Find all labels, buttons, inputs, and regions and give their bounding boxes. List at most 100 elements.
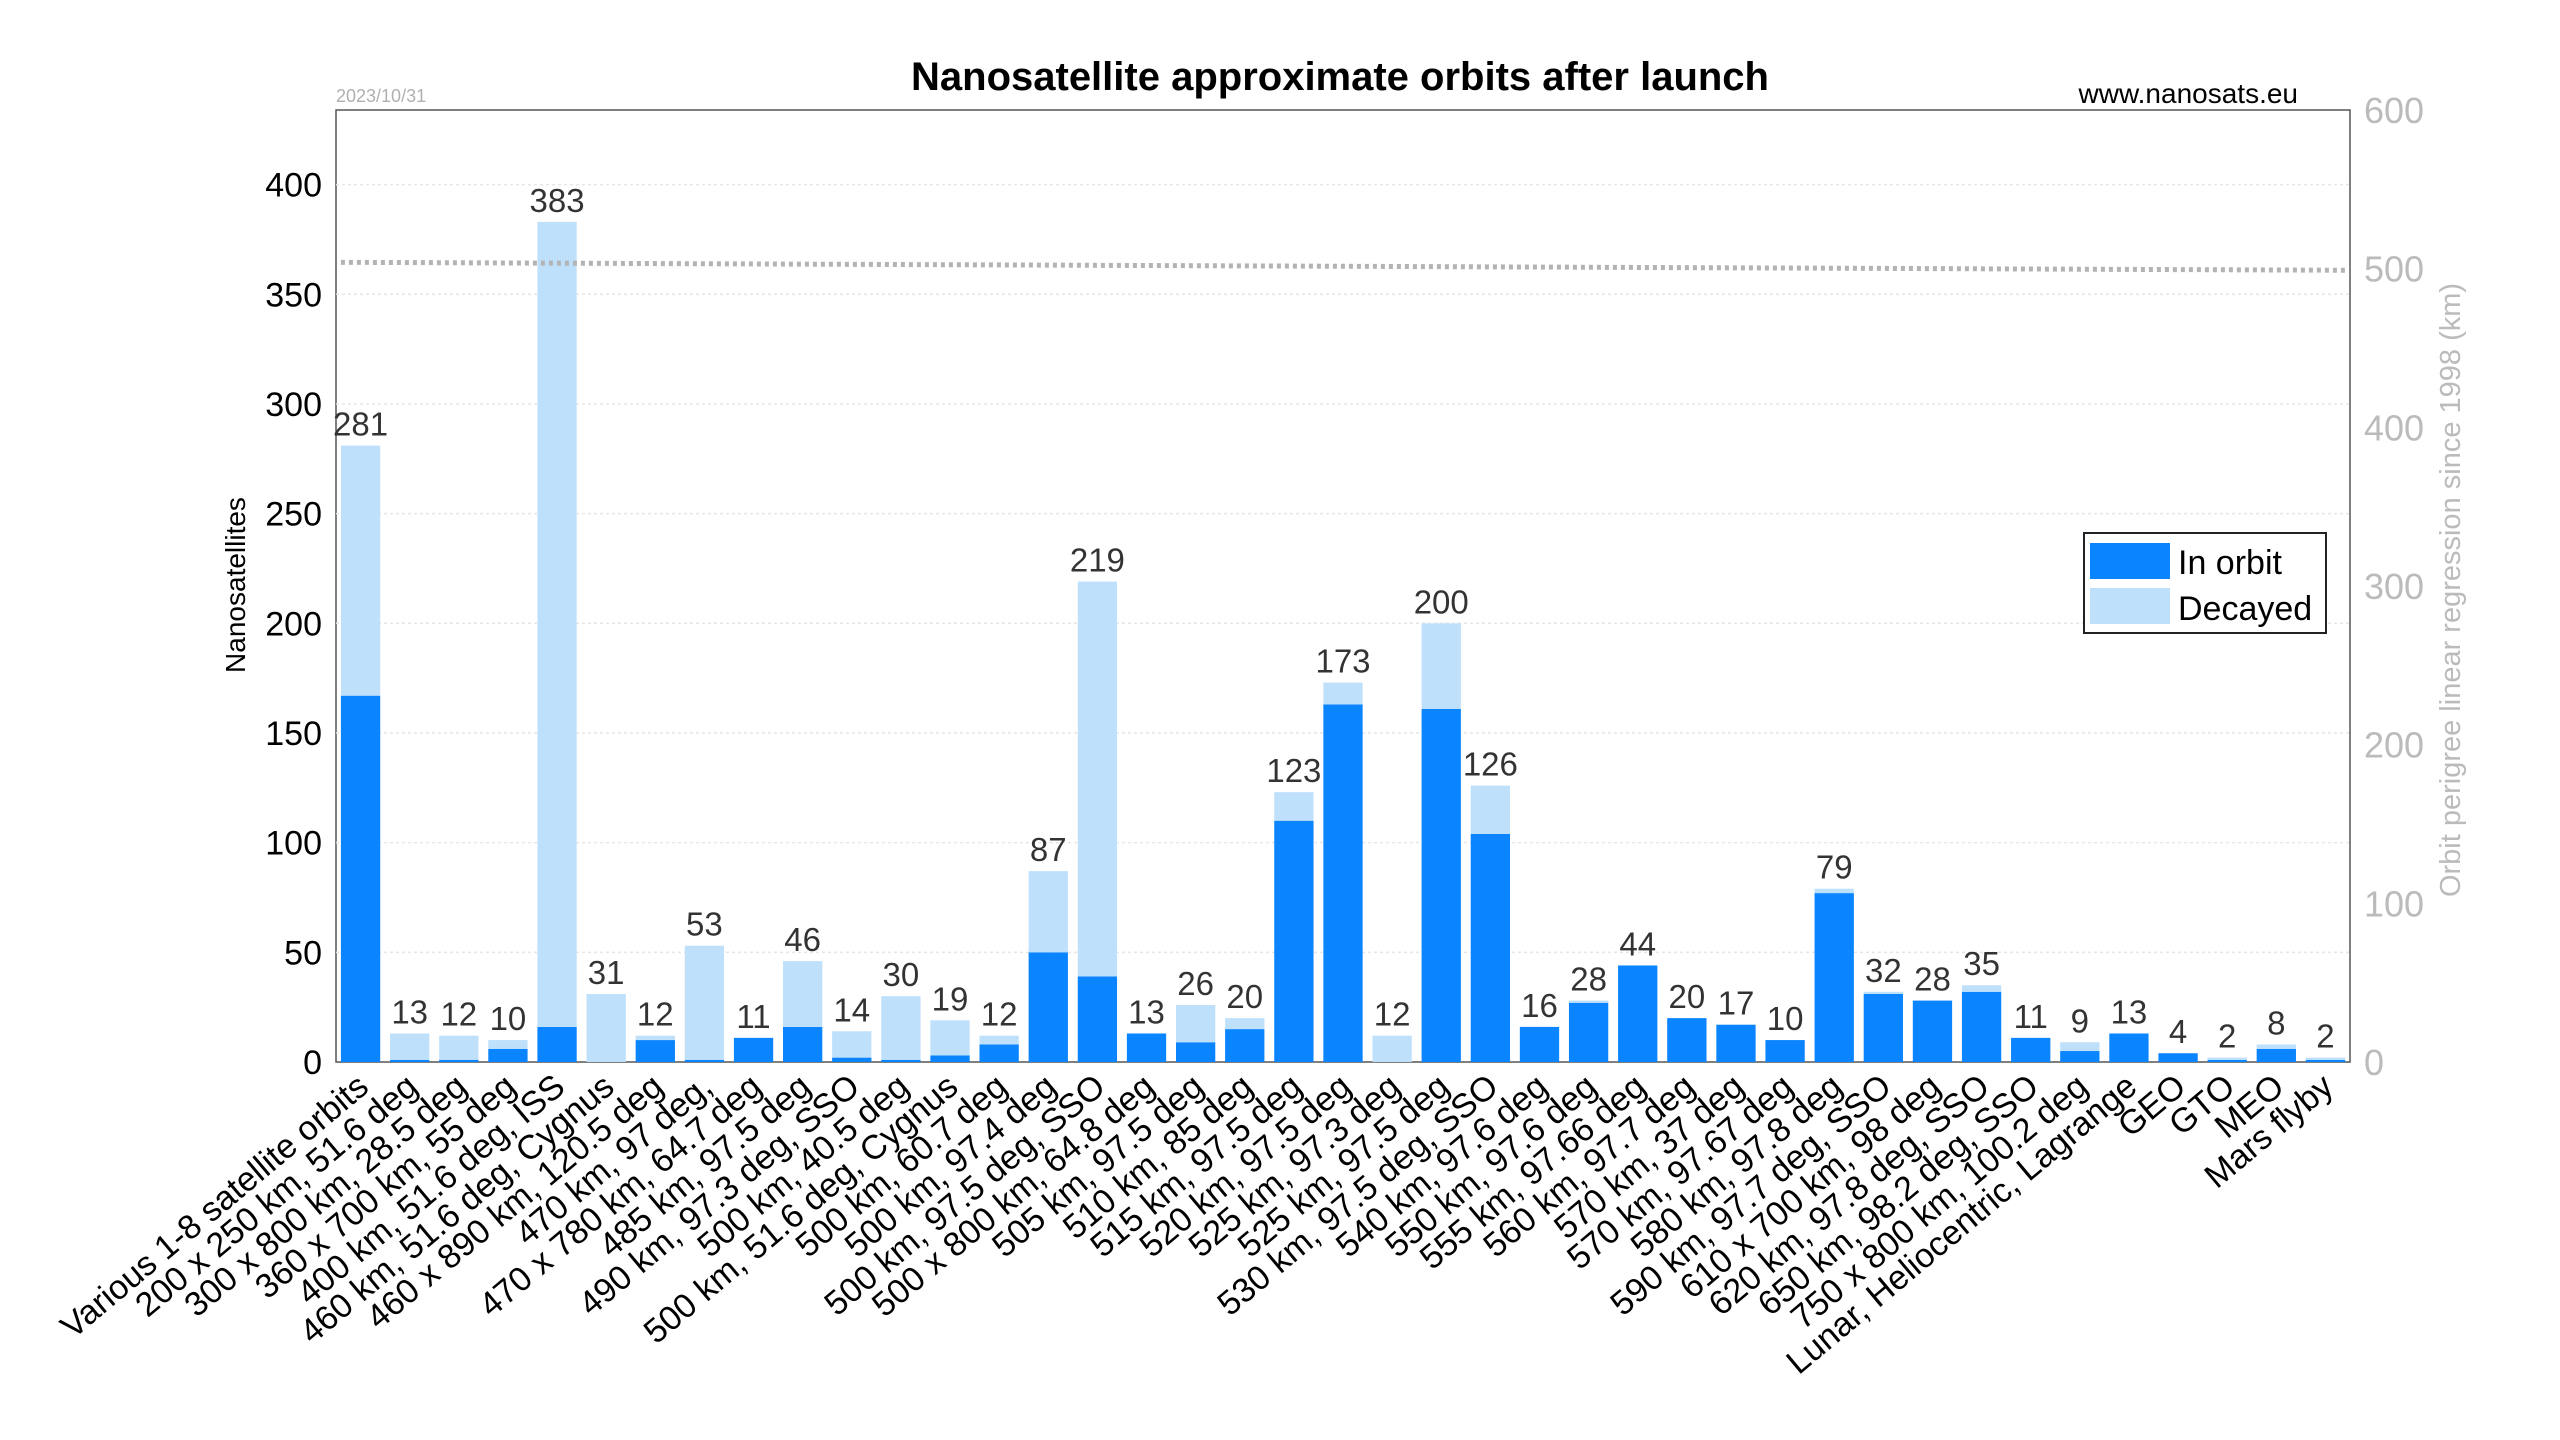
bar-decayed: [439, 1035, 479, 1060]
bar-in-orbit: [1667, 1018, 1707, 1062]
bar-total-label: 53: [686, 906, 723, 943]
y-axis-label: Nanosatellites: [220, 497, 251, 673]
bar-total-label: 14: [833, 991, 870, 1028]
bar-in-orbit: [1912, 1000, 1953, 1062]
bar-total-label: 17: [1718, 985, 1755, 1022]
bar-total-label: 13: [1128, 993, 1165, 1030]
bar-in-orbit: [979, 1044, 1019, 1062]
bar-total-label: 28: [1914, 961, 1951, 998]
y2-tick-label: 400: [2364, 407, 2424, 448]
bar-decayed: [1568, 1000, 1609, 1003]
bar-decayed: [1961, 985, 2002, 992]
bar-decayed: [1372, 1035, 1412, 1062]
bar-in-orbit: [340, 695, 381, 1062]
bar-in-orbit: [390, 1059, 430, 1062]
bar-in-orbit: [2256, 1048, 2296, 1062]
bar-decayed: [2305, 1057, 2346, 1060]
bar-in-orbit: [1323, 704, 1363, 1062]
bar-in-orbit: [1519, 1026, 1560, 1062]
bar-in-orbit: [1863, 994, 1903, 1062]
bar-total-label: 87: [1030, 831, 1067, 868]
bar-total-label: 13: [391, 993, 428, 1030]
y2-tick-label: 0: [2364, 1042, 2384, 1083]
bar-decayed: [1814, 888, 1854, 894]
bar-total-label: 13: [2111, 993, 2148, 1030]
legend-swatch-decayed: [2090, 588, 2170, 624]
bar-decayed: [488, 1040, 528, 1049]
bar-in-orbit: [1421, 708, 1461, 1062]
y-tick-label: 200: [265, 605, 322, 643]
bar-total-label: 4: [2169, 1013, 2187, 1050]
bar-in-orbit: [733, 1037, 774, 1062]
chart-date: 2023/10/31: [336, 86, 426, 106]
bar-total-label: 30: [883, 956, 920, 993]
y-tick-label: 400: [265, 167, 322, 205]
bar-total-label: 12: [637, 996, 674, 1033]
bar-in-orbit: [2011, 1037, 2051, 1062]
bar-decayed: [635, 1035, 675, 1041]
bar-total-label: 35: [1963, 945, 2000, 982]
y2-tick-label: 100: [2364, 883, 2424, 924]
y-tick-label: 300: [265, 386, 322, 424]
bar-total-label: 12: [981, 996, 1018, 1033]
bar-total-label: 8: [2267, 1004, 2285, 1041]
chart-title: Nanosatellite approximate orbits after l…: [911, 55, 1769, 99]
bar-decayed: [783, 961, 823, 1027]
y-tick-label: 50: [284, 934, 322, 972]
bar-decayed: [1175, 1004, 1216, 1043]
bar-in-orbit: [1765, 1040, 1805, 1062]
bar-in-orbit: [1028, 952, 1068, 1062]
bar-in-orbit: [1225, 1029, 1265, 1062]
bar-decayed: [1421, 623, 1461, 709]
bar-total-label: 44: [1619, 925, 1656, 962]
bar-in-orbit: [439, 1059, 479, 1062]
bar-in-orbit: [684, 1059, 725, 1062]
bar-decayed: [684, 945, 725, 1060]
bar-decayed: [537, 221, 577, 1027]
bar-decayed: [1274, 792, 1314, 821]
bar-in-orbit: [1814, 893, 1854, 1062]
bar-total-label: 28: [1570, 961, 1607, 998]
bar-in-orbit: [1716, 1024, 1756, 1062]
bar-total-label: 383: [530, 182, 585, 219]
bar-total-label: 11: [736, 998, 770, 1035]
bar-in-orbit: [488, 1048, 528, 1062]
legend-label-decayed: Decayed: [2178, 590, 2312, 628]
bar-total-label: 46: [784, 921, 821, 958]
bar-total-label: 20: [1226, 978, 1263, 1015]
bar-total-label: 32: [1865, 952, 1902, 989]
y2-tick-label: 600: [2364, 90, 2424, 131]
bar-total-label: 10: [1767, 1000, 1804, 1037]
bar-in-orbit: [2207, 1059, 2247, 1062]
bar-in-orbit: [881, 1059, 921, 1062]
bar-in-orbit: [1077, 976, 1118, 1062]
y-tick-label: 350: [265, 276, 322, 314]
bar-decayed: [930, 1020, 970, 1056]
y-tick-label: 100: [265, 825, 322, 863]
y2-tick-label: 500: [2364, 249, 2424, 290]
bar-decayed: [2060, 1042, 2100, 1052]
bar-total-label: 26: [1177, 965, 1214, 1002]
chart-source: www.nanosats.eu: [2078, 78, 2298, 109]
bar-total-label: 123: [1266, 752, 1321, 789]
regression-line: [340, 259, 2346, 273]
bar-in-orbit: [832, 1057, 872, 1062]
bar-decayed: [586, 994, 626, 1062]
bar-decayed: [832, 1031, 872, 1058]
y2-tick-label: 200: [2364, 725, 2424, 766]
bar-total-label: 11: [2014, 998, 2048, 1035]
y-tick-label: 0: [303, 1044, 322, 1082]
y2-tick-label: 300: [2364, 566, 2424, 607]
y-tick-label: 150: [265, 715, 322, 753]
bar-in-orbit: [1126, 1033, 1167, 1062]
bar-in-orbit: [537, 1026, 577, 1062]
bar-total-label: 126: [1463, 746, 1518, 783]
bar-decayed: [1028, 871, 1068, 953]
bar-total-label: 20: [1668, 978, 1705, 1015]
bar-in-orbit: [1961, 991, 2002, 1062]
bar-total-label: 19: [932, 980, 969, 1017]
bar-total-label: 10: [490, 1000, 527, 1037]
bar-total-label: 281: [333, 406, 388, 443]
bar-in-orbit: [783, 1026, 823, 1062]
